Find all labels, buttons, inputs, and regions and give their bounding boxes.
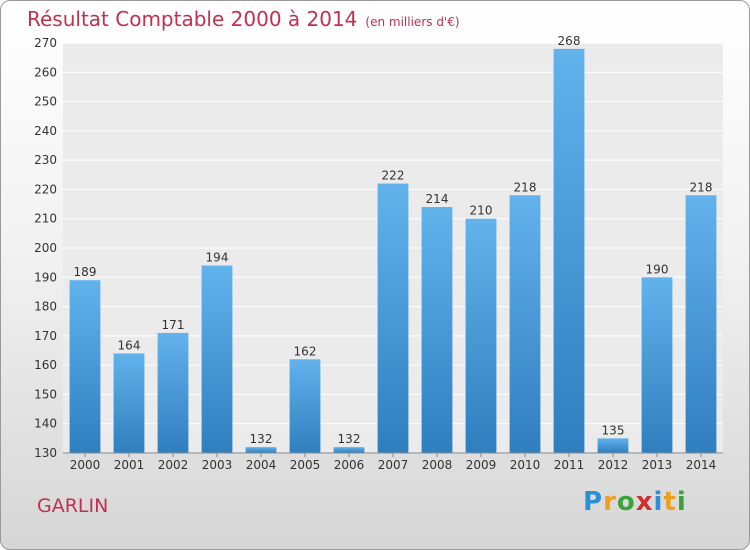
data-label: 214 xyxy=(426,192,449,206)
data-label: 164 xyxy=(118,338,141,352)
x-tick-label: 2000 xyxy=(70,458,101,472)
bar xyxy=(333,447,365,453)
data-label: 171 xyxy=(162,318,185,332)
y-tick-label: 270 xyxy=(34,36,57,50)
bar xyxy=(597,438,629,453)
chart-title: Résultat Comptable 2000 à 2014 (en millie… xyxy=(27,7,460,31)
y-tick-label: 230 xyxy=(34,153,57,167)
x-tick-label: 2005 xyxy=(290,458,321,472)
bar xyxy=(377,183,409,454)
bars: 189 164 171 194 132 162 132 222 214 210 218 268 135 1… xyxy=(69,34,717,454)
data-label: 132 xyxy=(250,432,273,446)
y-tick-label: 190 xyxy=(34,270,57,284)
y-tick-label: 130 xyxy=(34,446,57,460)
place-name: GARLIN xyxy=(37,495,109,517)
x-tick-label: 2001 xyxy=(114,458,145,472)
bar xyxy=(157,332,189,453)
bar xyxy=(201,265,233,453)
x-tick-label: 2007 xyxy=(378,458,409,472)
y-tick-label: 180 xyxy=(34,300,57,314)
x-tick-label: 2010 xyxy=(510,458,541,472)
bar xyxy=(421,207,453,453)
x-tick-label: 2009 xyxy=(466,458,497,472)
y-tick-label: 170 xyxy=(34,329,57,343)
data-label: 189 xyxy=(74,265,97,279)
bar xyxy=(465,218,497,453)
bar xyxy=(113,353,145,453)
x-tick-label: 2012 xyxy=(598,458,629,472)
data-label: 190 xyxy=(646,262,669,276)
x-tick-label: 2003 xyxy=(202,458,233,472)
data-label: 132 xyxy=(338,432,361,446)
y-axis-ticks: 130 140 150 160 170 180 190 200 210 220 230 240 250 2… xyxy=(34,36,57,460)
data-label: 194 xyxy=(206,251,229,265)
y-tick-label: 150 xyxy=(34,387,57,401)
bar xyxy=(245,447,277,453)
proxiti-logo: Proxiti xyxy=(583,487,687,517)
bar xyxy=(289,359,321,453)
data-label: 222 xyxy=(382,169,405,183)
bar xyxy=(685,195,717,454)
x-tick-label: 2008 xyxy=(422,458,453,472)
x-tick-label: 2013 xyxy=(642,458,673,472)
x-tick-label: 2011 xyxy=(554,458,585,472)
chart-unit: (en milliers d'€) xyxy=(365,15,460,29)
y-tick-label: 210 xyxy=(34,212,57,226)
x-axis-ticks: 2000 2001 2002 2003 2004 2005 2006 2007 2008 2009… xyxy=(70,453,717,472)
bar xyxy=(641,277,673,453)
x-tick-label: 2014 xyxy=(686,458,717,472)
x-tick-label: 2002 xyxy=(158,458,189,472)
y-tick-label: 250 xyxy=(34,95,57,109)
data-label: 218 xyxy=(514,180,537,194)
data-label: 135 xyxy=(602,423,625,437)
bar xyxy=(509,195,541,454)
y-tick-label: 160 xyxy=(34,358,57,372)
bar xyxy=(69,280,101,453)
data-label: 210 xyxy=(470,204,493,218)
x-tick-label: 2006 xyxy=(334,458,365,472)
data-label: 162 xyxy=(294,344,317,358)
bar xyxy=(553,48,585,453)
y-tick-label: 260 xyxy=(34,65,57,79)
data-label: 218 xyxy=(690,180,713,194)
y-tick-label: 240 xyxy=(34,124,57,138)
data-label: 268 xyxy=(558,34,581,48)
y-tick-label: 220 xyxy=(34,182,57,196)
y-tick-label: 200 xyxy=(34,241,57,255)
x-tick-label: 2004 xyxy=(246,458,277,472)
y-tick-label: 140 xyxy=(34,417,57,431)
